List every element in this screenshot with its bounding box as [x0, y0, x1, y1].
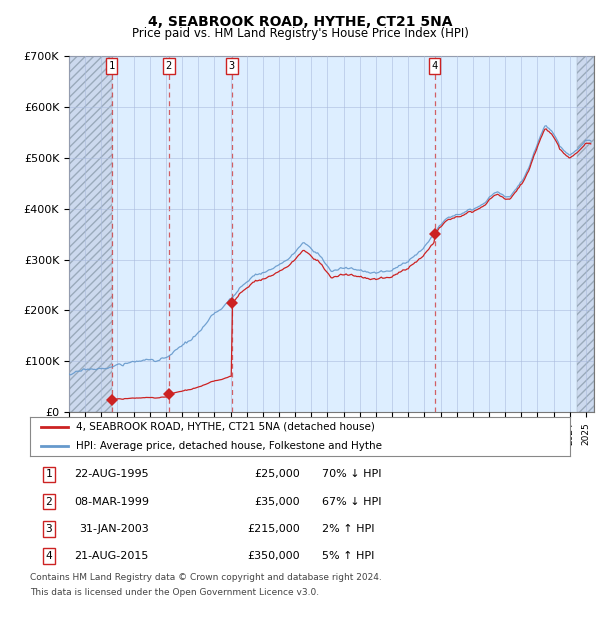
Bar [577, 56, 594, 412]
Text: 2% ↑ HPI: 2% ↑ HPI [322, 524, 374, 534]
Text: HPI: Average price, detached house, Folkestone and Hythe: HPI: Average price, detached house, Folk… [76, 441, 382, 451]
Text: 67% ↓ HPI: 67% ↓ HPI [322, 497, 381, 507]
Bar [69, 56, 112, 412]
Text: 1: 1 [109, 61, 115, 71]
Text: Contains HM Land Registry data © Crown copyright and database right 2024.: Contains HM Land Registry data © Crown c… [30, 573, 382, 582]
Text: 4: 4 [46, 551, 52, 561]
Text: £35,000: £35,000 [254, 497, 300, 507]
Text: 2: 2 [46, 497, 52, 507]
Text: Price paid vs. HM Land Registry's House Price Index (HPI): Price paid vs. HM Land Registry's House … [131, 27, 469, 40]
Text: 22-AUG-1995: 22-AUG-1995 [74, 469, 149, 479]
Bar [69, 56, 112, 412]
Text: 70% ↓ HPI: 70% ↓ HPI [322, 469, 381, 479]
Text: 3: 3 [229, 61, 235, 71]
Text: £25,000: £25,000 [254, 469, 300, 479]
Text: 08-MAR-1999: 08-MAR-1999 [74, 497, 149, 507]
Text: 3: 3 [46, 524, 52, 534]
Text: 5% ↑ HPI: 5% ↑ HPI [322, 551, 374, 561]
Bar [69, 56, 112, 412]
Text: 4: 4 [431, 61, 438, 71]
Text: £350,000: £350,000 [247, 551, 300, 561]
Bar [577, 56, 594, 412]
Text: 4, SEABROOK ROAD, HYTHE, CT21 5NA: 4, SEABROOK ROAD, HYTHE, CT21 5NA [148, 16, 452, 30]
Text: 1: 1 [46, 469, 52, 479]
Text: 2: 2 [166, 61, 172, 71]
Text: £215,000: £215,000 [247, 524, 300, 534]
Text: 4, SEABROOK ROAD, HYTHE, CT21 5NA (detached house): 4, SEABROOK ROAD, HYTHE, CT21 5NA (detac… [76, 422, 375, 432]
Text: 31-JAN-2003: 31-JAN-2003 [79, 524, 149, 534]
Text: 21-AUG-2015: 21-AUG-2015 [74, 551, 149, 561]
Text: This data is licensed under the Open Government Licence v3.0.: This data is licensed under the Open Gov… [30, 588, 319, 598]
Bar [577, 56, 594, 412]
